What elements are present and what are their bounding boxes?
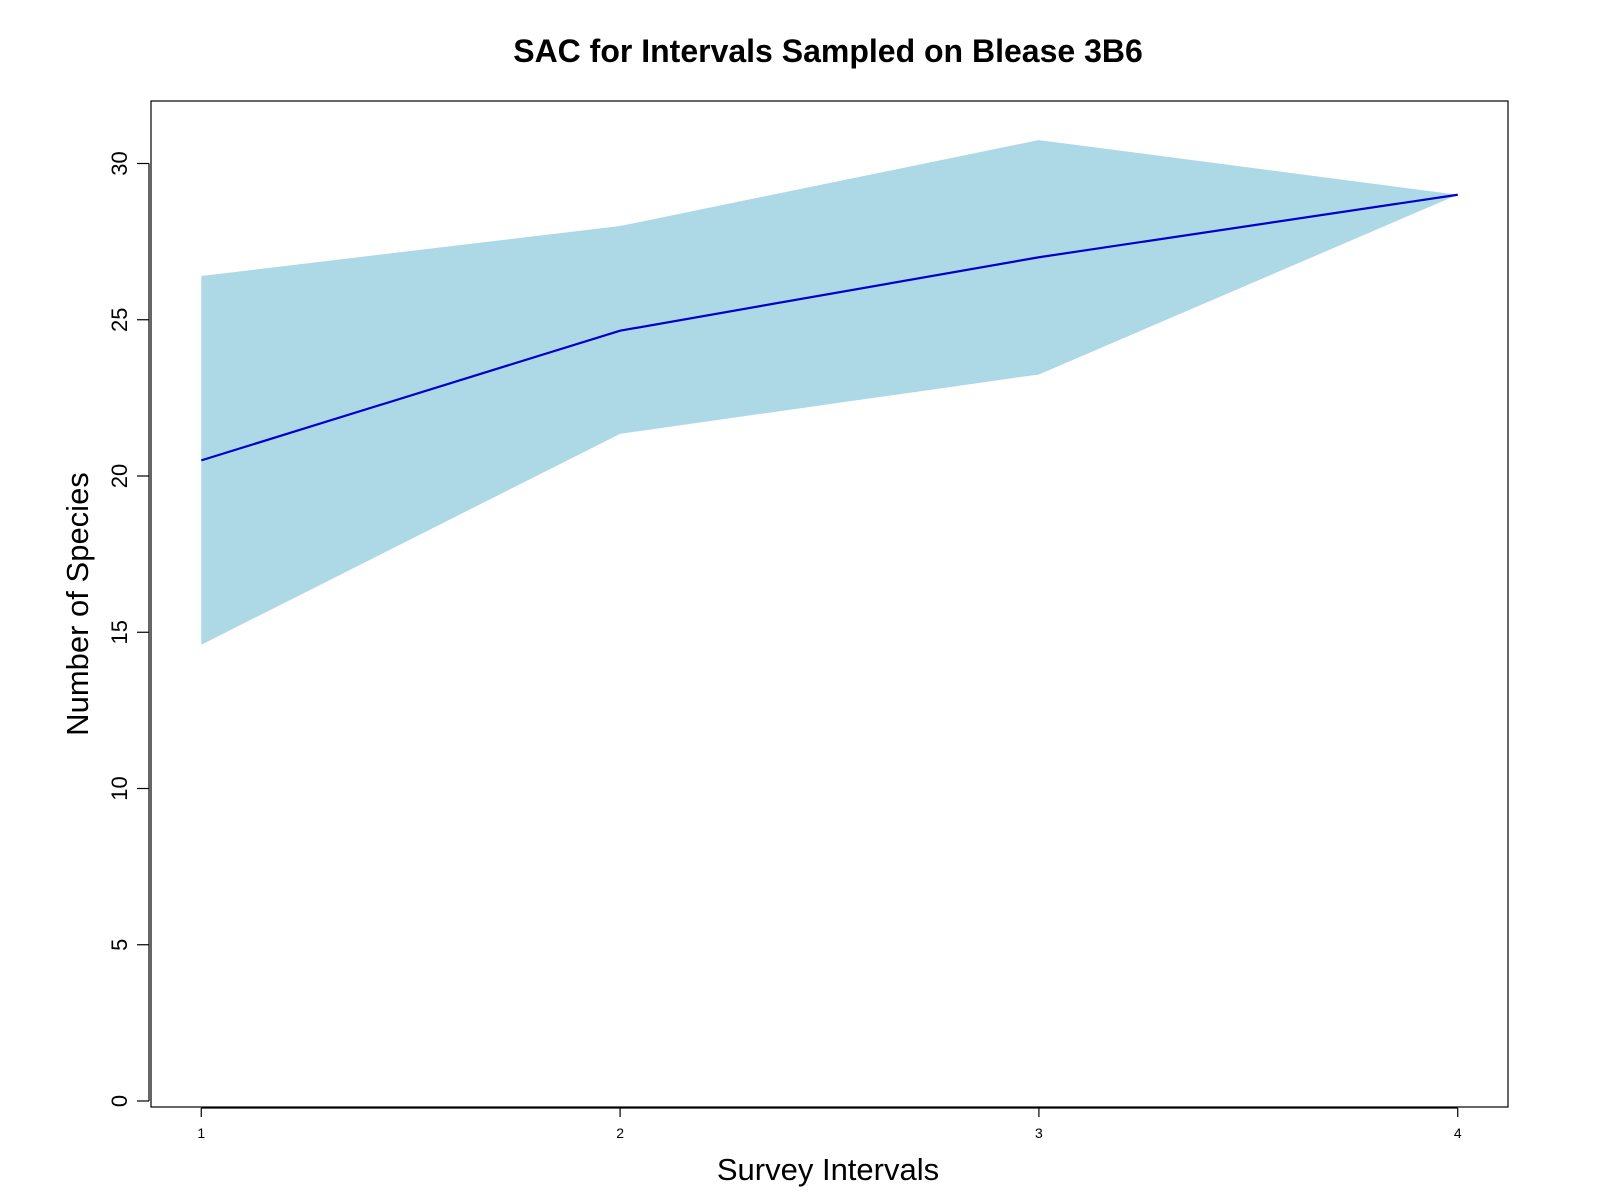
x-tick-label: 3 <box>1035 1125 1043 1141</box>
y-axis: 0 5 10 15 20 25 30 <box>107 151 150 1107</box>
y-tick-label: 5 <box>107 939 132 951</box>
confidence-band <box>201 140 1458 645</box>
x-tick-label: 4 <box>1454 1125 1462 1141</box>
x-axis: 1 2 3 4 <box>197 1107 1462 1141</box>
y-tick-label: 10 <box>107 776 132 800</box>
chart-title: SAC for Intervals Sampled on Blease 3B6 <box>513 33 1143 69</box>
plot-area <box>200 140 1458 645</box>
x-axis-label: Survey Intervals <box>717 1152 939 1187</box>
mean-curve-line <box>200 193 1458 462</box>
y-tick-label: 20 <box>107 464 132 488</box>
x-tick-label: 2 <box>616 1125 624 1141</box>
y-axis-label: Number of Species <box>60 472 95 736</box>
plot-frame <box>150 100 1509 1108</box>
y-tick-label: 30 <box>107 151 132 175</box>
y-tick-label: 15 <box>107 620 132 644</box>
x-tick-label: 1 <box>197 1125 205 1141</box>
y-tick-label: 0 <box>107 1095 132 1107</box>
y-tick-label: 25 <box>107 308 132 332</box>
